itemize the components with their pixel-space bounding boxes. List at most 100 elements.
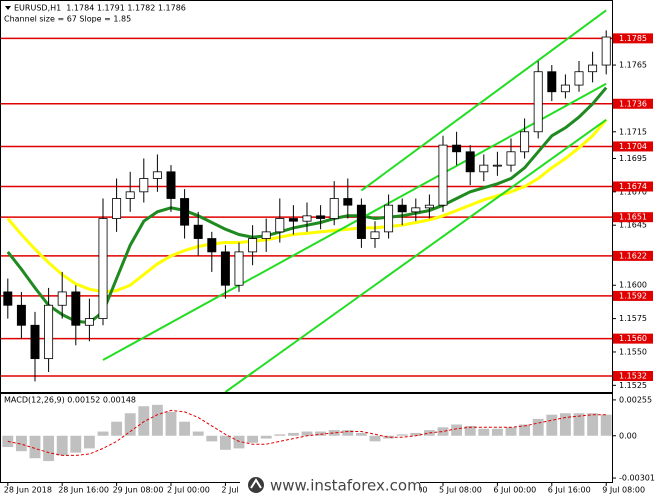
macd-bar xyxy=(383,435,395,439)
candle-body xyxy=(139,178,149,193)
watermark-logo-mark xyxy=(250,478,262,489)
level-label: 1.1592 xyxy=(619,291,647,300)
x-tick-label: 6 Jul 16:00 xyxy=(548,486,591,495)
level-label: 1.1560 xyxy=(619,334,647,343)
candle-body xyxy=(180,198,190,226)
macd-bar xyxy=(206,435,218,442)
candle-body xyxy=(424,204,434,209)
candle-body xyxy=(479,164,489,173)
candle-body xyxy=(112,198,122,219)
candle-body xyxy=(3,291,13,306)
candle-body xyxy=(560,84,570,93)
candle-body xyxy=(84,318,94,326)
level-label: 1.1674 xyxy=(619,182,647,191)
level-label: 1.1651 xyxy=(619,213,647,222)
macd-bar xyxy=(111,421,123,436)
channel-line xyxy=(360,9,607,192)
y-tick-label: 1.1670 xyxy=(619,187,647,196)
macd-bar xyxy=(587,413,599,436)
candle-body xyxy=(71,291,81,326)
x-tick-label: 29 Jun 08:00 xyxy=(113,486,164,495)
candle-body xyxy=(588,64,598,73)
macd-bar xyxy=(342,430,354,436)
watermark-text: www.instaforex.com xyxy=(270,477,422,495)
macd-bar xyxy=(56,435,68,456)
macd-bar xyxy=(546,414,558,436)
macd-bar xyxy=(233,435,245,449)
macd-bar xyxy=(532,418,544,436)
candle-body xyxy=(397,204,407,213)
y-tick-label: 1.1600 xyxy=(619,281,647,290)
macd-bar xyxy=(478,428,490,436)
candle-body xyxy=(574,71,584,86)
watermark-logo xyxy=(248,477,264,493)
candle-body xyxy=(44,304,54,360)
y-tick-label: 0.00255 xyxy=(619,395,652,404)
level-label-bg xyxy=(613,290,653,301)
watermark-bg xyxy=(240,474,420,496)
macd-bar xyxy=(287,432,299,436)
macd-bar xyxy=(369,435,381,442)
candle-body xyxy=(329,198,339,219)
candle-body xyxy=(234,251,244,286)
macd-bar xyxy=(260,435,272,439)
candle-body xyxy=(98,218,108,320)
macd-bar xyxy=(151,404,163,436)
macd-title: MACD(12,26,9) 0.00152 0.00148 xyxy=(4,396,136,405)
candle-body xyxy=(288,218,298,222)
macd-bar xyxy=(2,435,14,447)
macd-bar xyxy=(301,431,313,436)
candle-body xyxy=(275,218,285,233)
y-tick-label: 0.00 xyxy=(619,431,637,440)
candle-body xyxy=(125,191,135,199)
macd-bar xyxy=(315,431,327,436)
candle-body xyxy=(30,324,40,360)
candle-body xyxy=(384,204,394,233)
candle-body xyxy=(16,304,26,326)
macd-signal xyxy=(7,409,607,456)
moving-average xyxy=(6,118,608,294)
candle-body xyxy=(547,71,557,93)
macd-bar xyxy=(70,435,82,453)
level-label-bg xyxy=(613,33,653,44)
macd-bar xyxy=(600,414,612,436)
candle-body xyxy=(316,215,326,219)
macd-bar xyxy=(410,432,422,436)
x-tick-label: 9 Jul 08:00 xyxy=(602,486,645,495)
level-label: 1.1785 xyxy=(619,34,647,43)
macd-bar xyxy=(559,413,571,436)
x-tick-label: 2 Jul 00:00 xyxy=(167,486,210,495)
y-tick-label: 1.1550 xyxy=(619,347,647,356)
macd-bar xyxy=(219,435,231,450)
candle-body xyxy=(152,171,162,179)
macd-bar xyxy=(437,427,449,436)
candle-body xyxy=(343,198,353,206)
macd-bar xyxy=(192,431,204,436)
level-label-bg xyxy=(613,250,653,261)
price-frame xyxy=(0,0,613,393)
level-label: 1.1532 xyxy=(619,371,647,380)
macd-bar xyxy=(396,434,408,436)
candle-body xyxy=(438,144,448,206)
macd-bar xyxy=(29,435,41,459)
macd-bar xyxy=(355,432,367,436)
chart-subtitle: Channel size = 67 Slope = 1.85 xyxy=(4,15,131,24)
channel-line xyxy=(102,82,607,361)
macd-bar xyxy=(464,425,476,436)
level-label: 1.1736 xyxy=(619,99,647,108)
candle-body xyxy=(465,151,475,173)
candle-body xyxy=(356,204,366,239)
candle-body xyxy=(166,171,176,199)
macd-bar xyxy=(505,427,517,436)
level-label: 1.1704 xyxy=(619,142,647,151)
y-tick-label: 1.1525 xyxy=(619,381,647,390)
watermark: www.instaforex.com xyxy=(240,474,422,496)
candle-body xyxy=(207,238,217,253)
collapse-icon xyxy=(5,6,11,10)
candle-body xyxy=(506,151,516,166)
candle-body xyxy=(520,131,530,153)
x-tick-label: 28 Jun 16:00 xyxy=(58,486,109,495)
y-tick-label: -0.00301 xyxy=(619,474,655,483)
candle-body xyxy=(492,164,502,167)
